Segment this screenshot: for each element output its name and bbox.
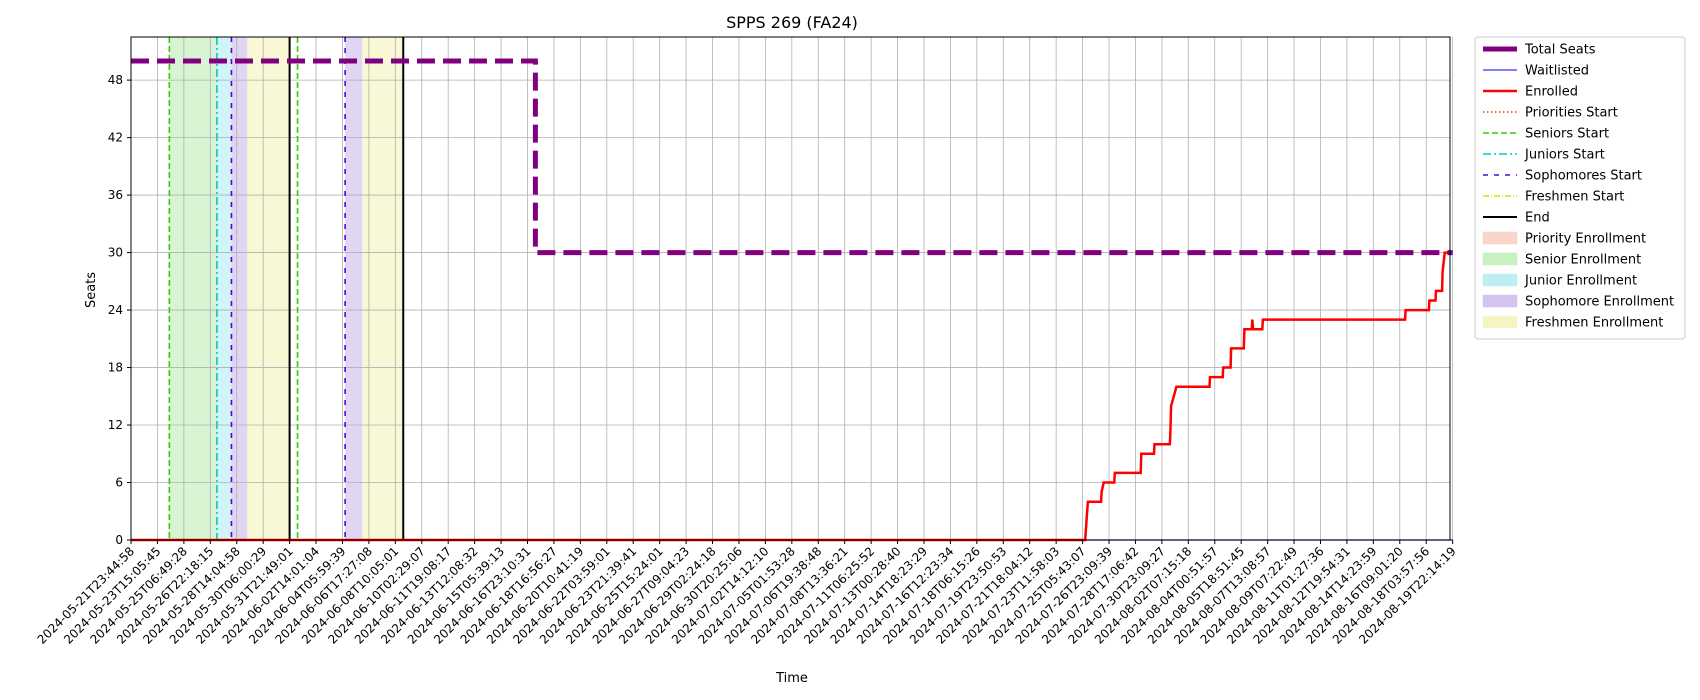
legend: Total Seats Waitlisted Enrolled Priorities … [1474, 36, 1686, 340]
legend-label-juniors-start: Juniors Start [1524, 148, 1605, 163]
plot-frame [130, 36, 1451, 541]
legend-label-senior-enrollment: Senior Enrollment [1525, 253, 1641, 268]
plot-area: 06121824303642482024-05-21T23:44:582024-… [35, 36, 1459, 647]
legend-label-junior-enrollment: Junior Enrollment [1524, 274, 1637, 289]
legend-swatch-priority-enrollment [1482, 231, 1518, 245]
x-axis-label: Time [775, 671, 808, 686]
legend-swatch-freshmen-enrollment [1482, 315, 1518, 329]
legend-label-sophomores-start: Sophomores Start [1525, 169, 1642, 184]
span-junior-enrollment [216, 37, 232, 540]
span-sophomore-enrollment [231, 37, 248, 540]
chart-title: SPPS 269 (FA24) [726, 13, 858, 32]
y-tick-label: 12 [108, 418, 123, 432]
y-tick-label: 24 [108, 303, 123, 317]
y-tick-label: 6 [115, 476, 123, 490]
legend-label-priority-enrollment: Priority Enrollment [1525, 232, 1646, 247]
legend-label-priorities-start: Priorities Start [1525, 106, 1618, 121]
legend-swatch-senior-enrollment [1482, 252, 1518, 266]
legend-swatch-sophomore-enrollment [1482, 294, 1518, 308]
series-total-seats [131, 58, 1453, 256]
span-senior-enrollment [169, 37, 217, 540]
y-axis-label: Seats [84, 272, 99, 308]
legend-label-end: End [1525, 211, 1550, 226]
span-sophomore-enrollment [345, 37, 363, 540]
legend-label-freshmen-enrollment: Freshmen Enrollment [1525, 316, 1663, 331]
y-tick-label: 0 [115, 533, 123, 547]
legend-swatch-junior-enrollment [1482, 273, 1518, 287]
legend-label-waitlisted: Waitlisted [1525, 64, 1589, 79]
legend-label-freshmen-start: Freshmen Start [1525, 190, 1624, 205]
series-enrolled [131, 251, 1450, 542]
y-tick-label: 18 [108, 361, 123, 375]
legend-box [1474, 36, 1686, 340]
legend-label-total-seats: Total Seats [1524, 43, 1596, 58]
plot-background [131, 37, 1450, 540]
span-freshmen-enrollment [362, 37, 404, 540]
y-tick-label: 48 [108, 73, 123, 87]
y-tick-label: 36 [108, 188, 123, 202]
y-tick-label: 30 [108, 246, 123, 260]
legend-label-sophomore-enrollment: Sophomore Enrollment [1525, 295, 1674, 310]
legend-label-seniors-start: Seniors Start [1525, 127, 1609, 142]
y-tick-label: 42 [108, 131, 123, 145]
legend-label-enrolled: Enrolled [1525, 85, 1578, 100]
span-freshmen-enrollment [247, 37, 290, 540]
